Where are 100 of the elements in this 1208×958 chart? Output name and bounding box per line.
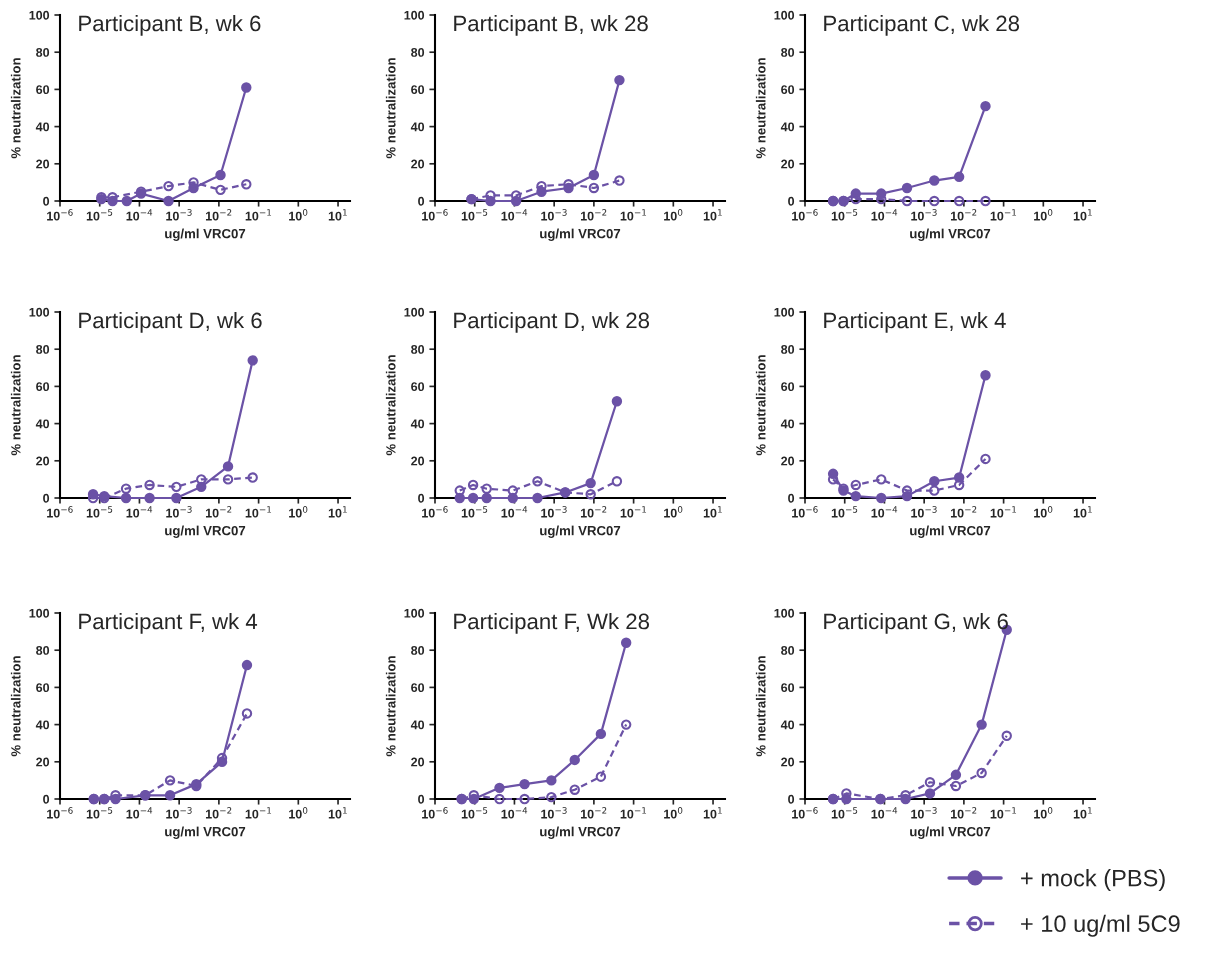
y-axis-title: % neutralization	[385, 58, 396, 159]
x-tick-label: 10$^{0}$	[664, 209, 683, 221]
y-tick-label: 0	[418, 493, 425, 503]
y-tick-label: 40	[35, 720, 50, 730]
x-tick-label: 10$^{−2}$	[205, 807, 232, 819]
y-tick-label: 0	[418, 794, 425, 804]
x-tick-label: 10$^{−2}$	[950, 506, 977, 518]
x-tick-label: 10$^{−1}$	[245, 209, 272, 221]
y-tick-label: 20	[36, 456, 50, 466]
y-tick-label: 80	[781, 48, 795, 57]
x-tick-label: 10$^{−3}$	[911, 807, 937, 819]
x-tick-label: 10$^{−6}$	[47, 209, 73, 221]
y-tick-label: 40	[35, 122, 50, 132]
y-tick-label: 0	[43, 493, 50, 503]
y-tick-label: 80	[36, 646, 50, 655]
x-axis-title: ug/ml VRC07	[910, 525, 991, 538]
y-tick-label: 80	[36, 345, 50, 354]
x-tick-label: 10$^{−6}$	[422, 506, 448, 518]
chart-title: Participant F, Wk 28	[454, 613, 650, 634]
y-tick-label: 20	[781, 159, 795, 169]
y-tick-label: 40	[410, 720, 425, 730]
x-tick-label: 10$^{−3}$	[166, 807, 192, 819]
chart-title: Participant B, wk 6	[79, 15, 261, 36]
y-tick-label: 20	[781, 456, 795, 466]
x-tick-label: 10$^{−2}$	[950, 209, 977, 221]
x-axis-title: ug/ml VRC07	[165, 228, 246, 241]
x-tick-label: 10$^{−4}$	[871, 209, 898, 221]
y-tick-label: 60	[781, 683, 795, 693]
y-tick-label: 60	[781, 85, 795, 95]
x-axis-title: ug/ml VRC07	[540, 525, 621, 538]
x-tick-label: 10$^{0}$	[289, 209, 308, 221]
chart-title: Participant E, wk 4	[824, 312, 1006, 333]
y-tick-label: 100	[29, 307, 50, 317]
x-tick-label: 10$^{−2}$	[950, 807, 977, 819]
y-tick-label: 100	[404, 10, 425, 20]
x-tick-label: 10$^{1}$	[328, 807, 347, 819]
x-tick-label: 10$^{1}$	[703, 807, 722, 819]
y-tick-label: 60	[36, 85, 50, 95]
chart-title: Participant D, wk 6	[79, 312, 262, 333]
x-tick-label: 10$^{1}$	[1073, 807, 1092, 819]
x-tick-label: 10$^{0}$	[1034, 209, 1053, 221]
x-axis-title: ug/ml VRC07	[540, 826, 621, 839]
x-tick-label: 10$^{1}$	[328, 209, 347, 221]
y-tick-label: 40	[410, 419, 425, 429]
x-tick-label: 10$^{1}$	[703, 506, 722, 518]
chart-title: Participant B, wk 28	[454, 15, 648, 36]
x-tick-label: 10$^{−4}$	[126, 807, 153, 819]
x-tick-label: 10$^{−5}$	[86, 506, 113, 518]
x-tick-label: 10$^{−6}$	[792, 506, 818, 518]
x-tick-label: 10$^{−6}$	[792, 209, 818, 221]
x-tick-label: 10$^{−6}$	[47, 807, 73, 819]
x-tick-label: 10$^{−3}$	[541, 209, 567, 221]
x-tick-label: 10$^{−5}$	[86, 209, 113, 221]
y-tick-label: 40	[35, 419, 50, 429]
chart-title: Participant G, wk 6	[824, 613, 1008, 634]
chart-title: Participant F, wk 4	[79, 613, 258, 634]
y-tick-label: 20	[36, 159, 50, 169]
x-tick-label: 10$^{−5}$	[86, 807, 113, 819]
y-axis-title: % neutralization	[385, 656, 396, 757]
x-tick-label: 10$^{−1}$	[620, 807, 647, 819]
y-tick-label: 100	[774, 608, 795, 618]
y-axis-title: % neutralization	[385, 355, 396, 456]
legend-label: + 10 ug/ml 5C9	[1021, 914, 1180, 937]
y-axis-title: % neutralization	[755, 656, 766, 757]
y-tick-label: 60	[411, 85, 425, 95]
x-tick-label: 10$^{−5}$	[461, 209, 488, 221]
y-axis-title: % neutralization	[755, 355, 766, 456]
x-tick-label: 10$^{1}$	[703, 209, 722, 221]
y-tick-label: 20	[411, 456, 425, 466]
x-axis-title: ug/ml VRC07	[910, 228, 991, 241]
y-tick-label: 40	[780, 122, 795, 132]
x-tick-label: 10$^{−2}$	[580, 506, 607, 518]
y-tick-label: 0	[43, 794, 50, 804]
x-tick-label: 10$^{−6}$	[422, 807, 448, 819]
x-tick-label: 10$^{−5}$	[461, 506, 488, 518]
y-tick-label: 80	[781, 646, 795, 655]
y-tick-label: 0	[418, 196, 425, 206]
x-tick-label: 10$^{0}$	[289, 807, 308, 819]
x-tick-label: 10$^{−3}$	[911, 209, 937, 221]
x-tick-label: 10$^{−2}$	[205, 209, 232, 221]
x-tick-label: 10$^{−4}$	[871, 807, 898, 819]
y-tick-label: 20	[411, 159, 425, 169]
y-axis-title: % neutralization	[10, 656, 21, 757]
x-tick-label: 10$^{−4}$	[501, 506, 528, 518]
y-tick-label: 60	[411, 683, 425, 693]
x-axis-title: ug/ml VRC07	[910, 826, 991, 839]
x-tick-label: 10$^{−6}$	[422, 209, 448, 221]
y-tick-label: 60	[781, 382, 795, 392]
y-tick-label: 100	[29, 10, 50, 20]
y-tick-label: 60	[36, 382, 50, 392]
y-tick-label: 0	[788, 794, 795, 804]
x-axis-title: ug/ml VRC07	[540, 228, 621, 241]
chart-title: Participant D, wk 28	[454, 312, 650, 333]
x-tick-label: 10$^{0}$	[1034, 807, 1053, 819]
y-tick-label: 100	[404, 307, 425, 317]
x-tick-label: 10$^{−1}$	[990, 209, 1017, 221]
legend-label: + mock (PBS)	[1021, 869, 1165, 892]
x-tick-label: 10$^{−2}$	[580, 209, 607, 221]
y-axis-title: % neutralization	[10, 355, 21, 456]
y-tick-label: 0	[788, 196, 795, 206]
